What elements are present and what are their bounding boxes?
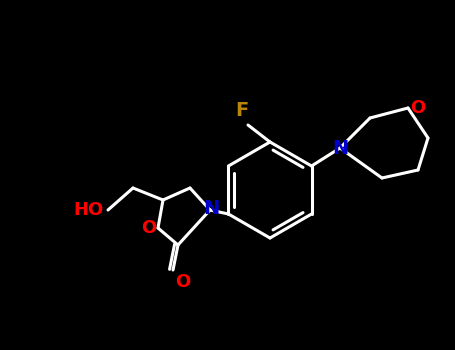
Text: O: O [175, 273, 190, 291]
Text: N: N [203, 198, 219, 217]
Text: F: F [235, 100, 248, 119]
Text: N: N [332, 139, 348, 158]
Text: O: O [141, 219, 156, 237]
Text: HO: HO [74, 201, 104, 219]
Text: O: O [410, 99, 425, 117]
